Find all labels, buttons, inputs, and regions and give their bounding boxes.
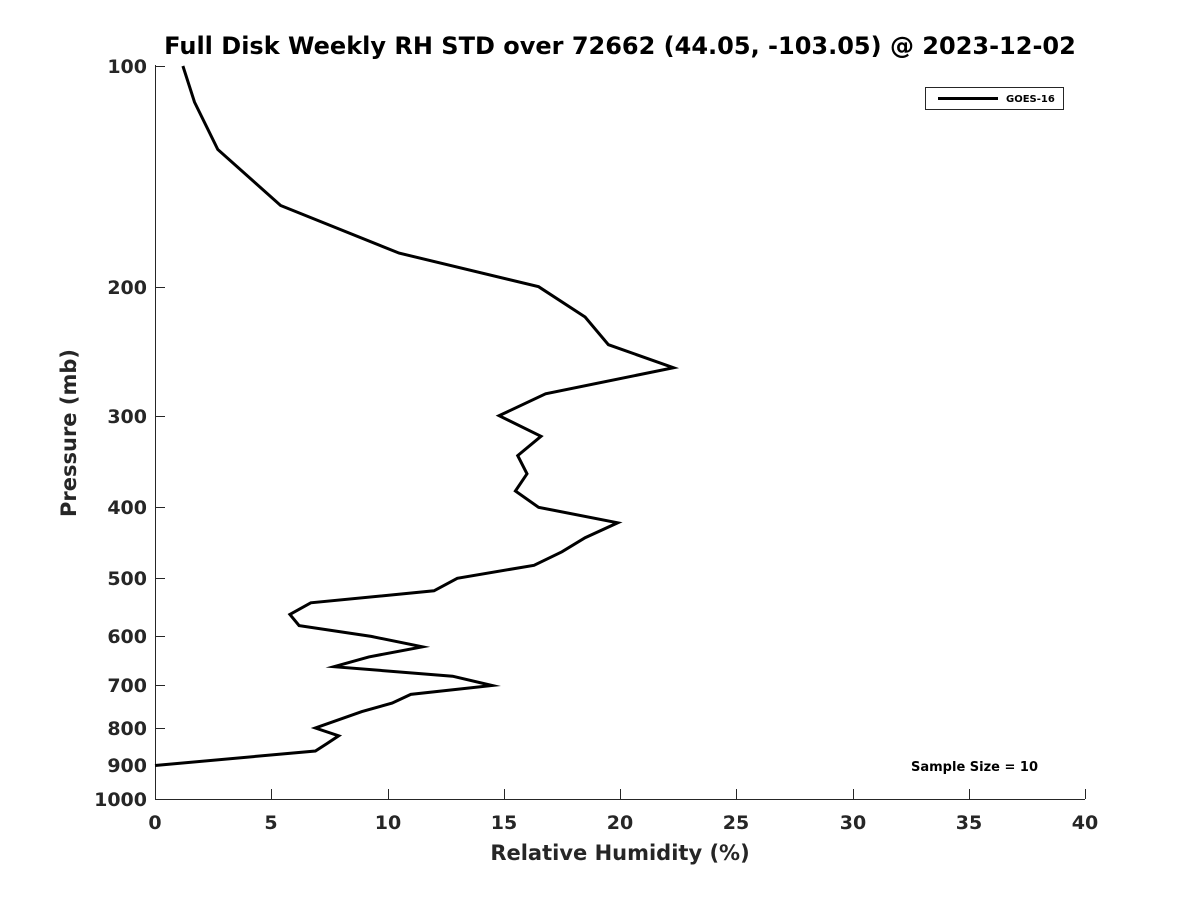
y-tick-label: 1000 [94, 789, 147, 811]
y-axis-ticks: 100 200 300 400 500 600 700 800 900 1000 [94, 56, 165, 811]
y-tick-label: 800 [107, 718, 147, 740]
x-tick-label: 25 [723, 812, 749, 834]
x-tick-label: 5 [264, 812, 277, 834]
series-line-goes-16 [154, 65, 680, 767]
y-tick-label: 400 [107, 497, 147, 519]
x-axis-ticks: 0 5 10 15 20 25 30 35 40 [148, 789, 1098, 834]
y-tick-label: 700 [107, 675, 147, 697]
x-tick-label: 15 [491, 812, 517, 834]
x-tick-label: 0 [148, 812, 161, 834]
legend-label-goes-16: GOES-16 [1006, 94, 1055, 105]
x-tick-label: 20 [607, 812, 633, 834]
legend: GOES-16 [925, 87, 1064, 110]
x-tick-label: 10 [375, 812, 401, 834]
y-tick-label: 100 [107, 56, 147, 78]
y-tick-label: 600 [107, 626, 147, 648]
x-tick-label: 40 [1072, 812, 1098, 834]
x-axis-title: Relative Humidity (%) [490, 841, 749, 865]
y-tick-label: 200 [107, 277, 147, 299]
y-tick-label: 300 [107, 406, 147, 428]
chart-title: Full Disk Weekly RH STD over 72662 (44.0… [164, 32, 1076, 60]
y-axis-title: Pressure (mb) [57, 349, 81, 517]
x-tick-label: 30 [840, 812, 866, 834]
y-tick-label: 900 [107, 755, 147, 777]
sample-size-annotation: Sample Size = 10 [911, 760, 1038, 775]
series-group [154, 65, 680, 767]
x-tick-label: 35 [956, 812, 982, 834]
y-tick-label: 500 [107, 568, 147, 590]
plot-area [155, 65, 1085, 800]
